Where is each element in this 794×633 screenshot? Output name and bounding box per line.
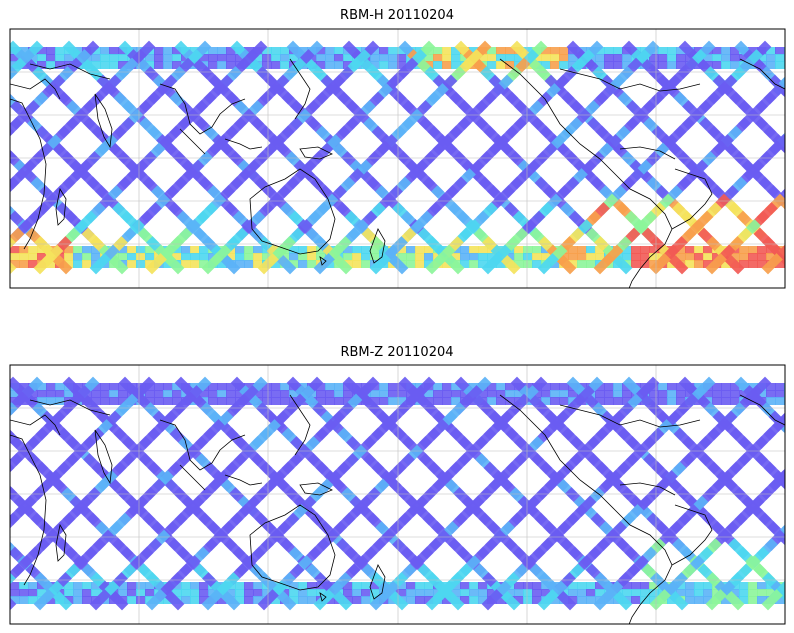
panel-title-rbm-z: RBM-Z 20110204 xyxy=(340,345,454,360)
graticule xyxy=(10,29,785,288)
data-swaths-rbm-z xyxy=(10,376,785,611)
coastlines xyxy=(10,394,785,624)
coastlines xyxy=(10,58,785,288)
panel-title-rbm-h: RBM-H 20110204 xyxy=(340,8,454,23)
map-frame-rbm-z xyxy=(9,364,786,625)
graticule xyxy=(10,365,785,624)
map-panel-rbm-h xyxy=(10,29,785,288)
data-swaths-rbm-h xyxy=(10,40,785,275)
map-frame-rbm-h xyxy=(9,28,786,289)
map-panel-rbm-z xyxy=(10,365,785,624)
